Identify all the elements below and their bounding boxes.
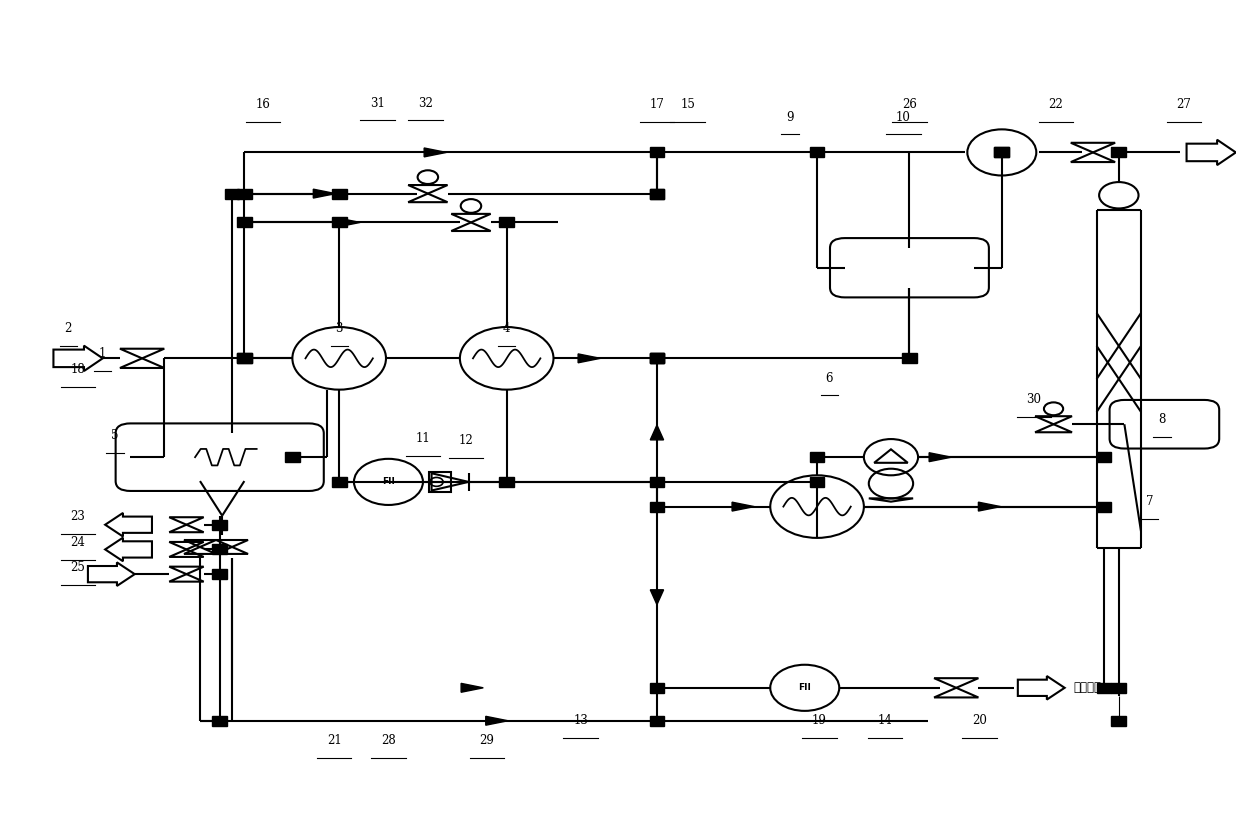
Text: 32: 32 [418, 97, 433, 110]
Text: 11: 11 [415, 432, 430, 445]
Polygon shape [332, 477, 346, 487]
Text: 24: 24 [71, 537, 86, 549]
Polygon shape [237, 189, 252, 199]
Polygon shape [500, 217, 515, 227]
Text: 6: 6 [826, 372, 833, 384]
Polygon shape [650, 502, 665, 512]
Polygon shape [650, 683, 665, 693]
Text: 3: 3 [336, 322, 343, 335]
Polygon shape [994, 147, 1009, 157]
Text: 23: 23 [71, 510, 86, 523]
Polygon shape [650, 354, 665, 364]
Polygon shape [339, 218, 360, 227]
Polygon shape [224, 189, 239, 199]
Text: 8: 8 [1158, 413, 1166, 426]
Polygon shape [650, 716, 665, 726]
Polygon shape [212, 520, 227, 530]
Text: FII: FII [799, 683, 811, 692]
Polygon shape [994, 147, 1009, 157]
Polygon shape [578, 354, 600, 363]
Text: 4: 4 [503, 322, 511, 335]
Text: 2: 2 [64, 322, 72, 335]
Text: 26: 26 [901, 98, 916, 111]
Text: FII: FII [382, 478, 394, 487]
Polygon shape [1096, 683, 1111, 693]
Text: 20: 20 [972, 715, 987, 727]
Polygon shape [1111, 147, 1126, 157]
Polygon shape [1111, 683, 1126, 693]
Polygon shape [314, 189, 336, 198]
Polygon shape [810, 147, 825, 157]
Polygon shape [424, 148, 446, 157]
Polygon shape [901, 354, 916, 364]
Polygon shape [237, 354, 252, 364]
Text: 19: 19 [812, 715, 827, 727]
Polygon shape [810, 477, 825, 487]
Text: 28: 28 [381, 734, 396, 747]
Text: 31: 31 [370, 97, 384, 110]
Text: 18: 18 [71, 364, 86, 376]
Polygon shape [650, 354, 665, 364]
Text: 25: 25 [71, 561, 86, 574]
Polygon shape [650, 354, 665, 364]
Polygon shape [237, 354, 252, 364]
Text: 5: 5 [112, 429, 119, 443]
Polygon shape [650, 590, 663, 605]
Polygon shape [650, 147, 665, 157]
Polygon shape [732, 503, 754, 511]
Text: 产品罐区: 产品罐区 [1074, 681, 1101, 695]
Polygon shape [285, 453, 300, 462]
Polygon shape [461, 683, 484, 692]
Polygon shape [332, 217, 346, 227]
Text: 13: 13 [573, 715, 588, 727]
Text: 15: 15 [681, 98, 696, 111]
Polygon shape [332, 189, 346, 199]
Polygon shape [1111, 716, 1126, 726]
Text: 14: 14 [878, 715, 893, 727]
Polygon shape [486, 716, 508, 726]
Text: 22: 22 [1049, 98, 1064, 111]
Polygon shape [929, 453, 951, 462]
Polygon shape [650, 425, 663, 440]
Text: 16: 16 [255, 98, 270, 111]
Polygon shape [212, 544, 227, 554]
Polygon shape [650, 189, 665, 199]
Polygon shape [978, 503, 1001, 511]
Text: FII: FII [996, 148, 1008, 157]
Polygon shape [1096, 453, 1111, 462]
Polygon shape [650, 189, 665, 199]
Text: 27: 27 [1177, 98, 1192, 111]
Polygon shape [650, 477, 665, 487]
Polygon shape [500, 477, 515, 487]
Text: 29: 29 [480, 734, 495, 747]
Polygon shape [1096, 502, 1111, 512]
Text: 17: 17 [650, 98, 665, 111]
Text: 12: 12 [459, 434, 474, 448]
Text: 30: 30 [1027, 393, 1042, 406]
Text: 7: 7 [1146, 495, 1153, 508]
Text: 21: 21 [327, 734, 342, 747]
Text: 1: 1 [99, 347, 107, 360]
Polygon shape [212, 716, 227, 726]
Polygon shape [237, 217, 252, 227]
Text: 10: 10 [895, 111, 910, 124]
Text: 9: 9 [786, 111, 794, 124]
Polygon shape [810, 453, 825, 462]
Polygon shape [212, 569, 227, 579]
